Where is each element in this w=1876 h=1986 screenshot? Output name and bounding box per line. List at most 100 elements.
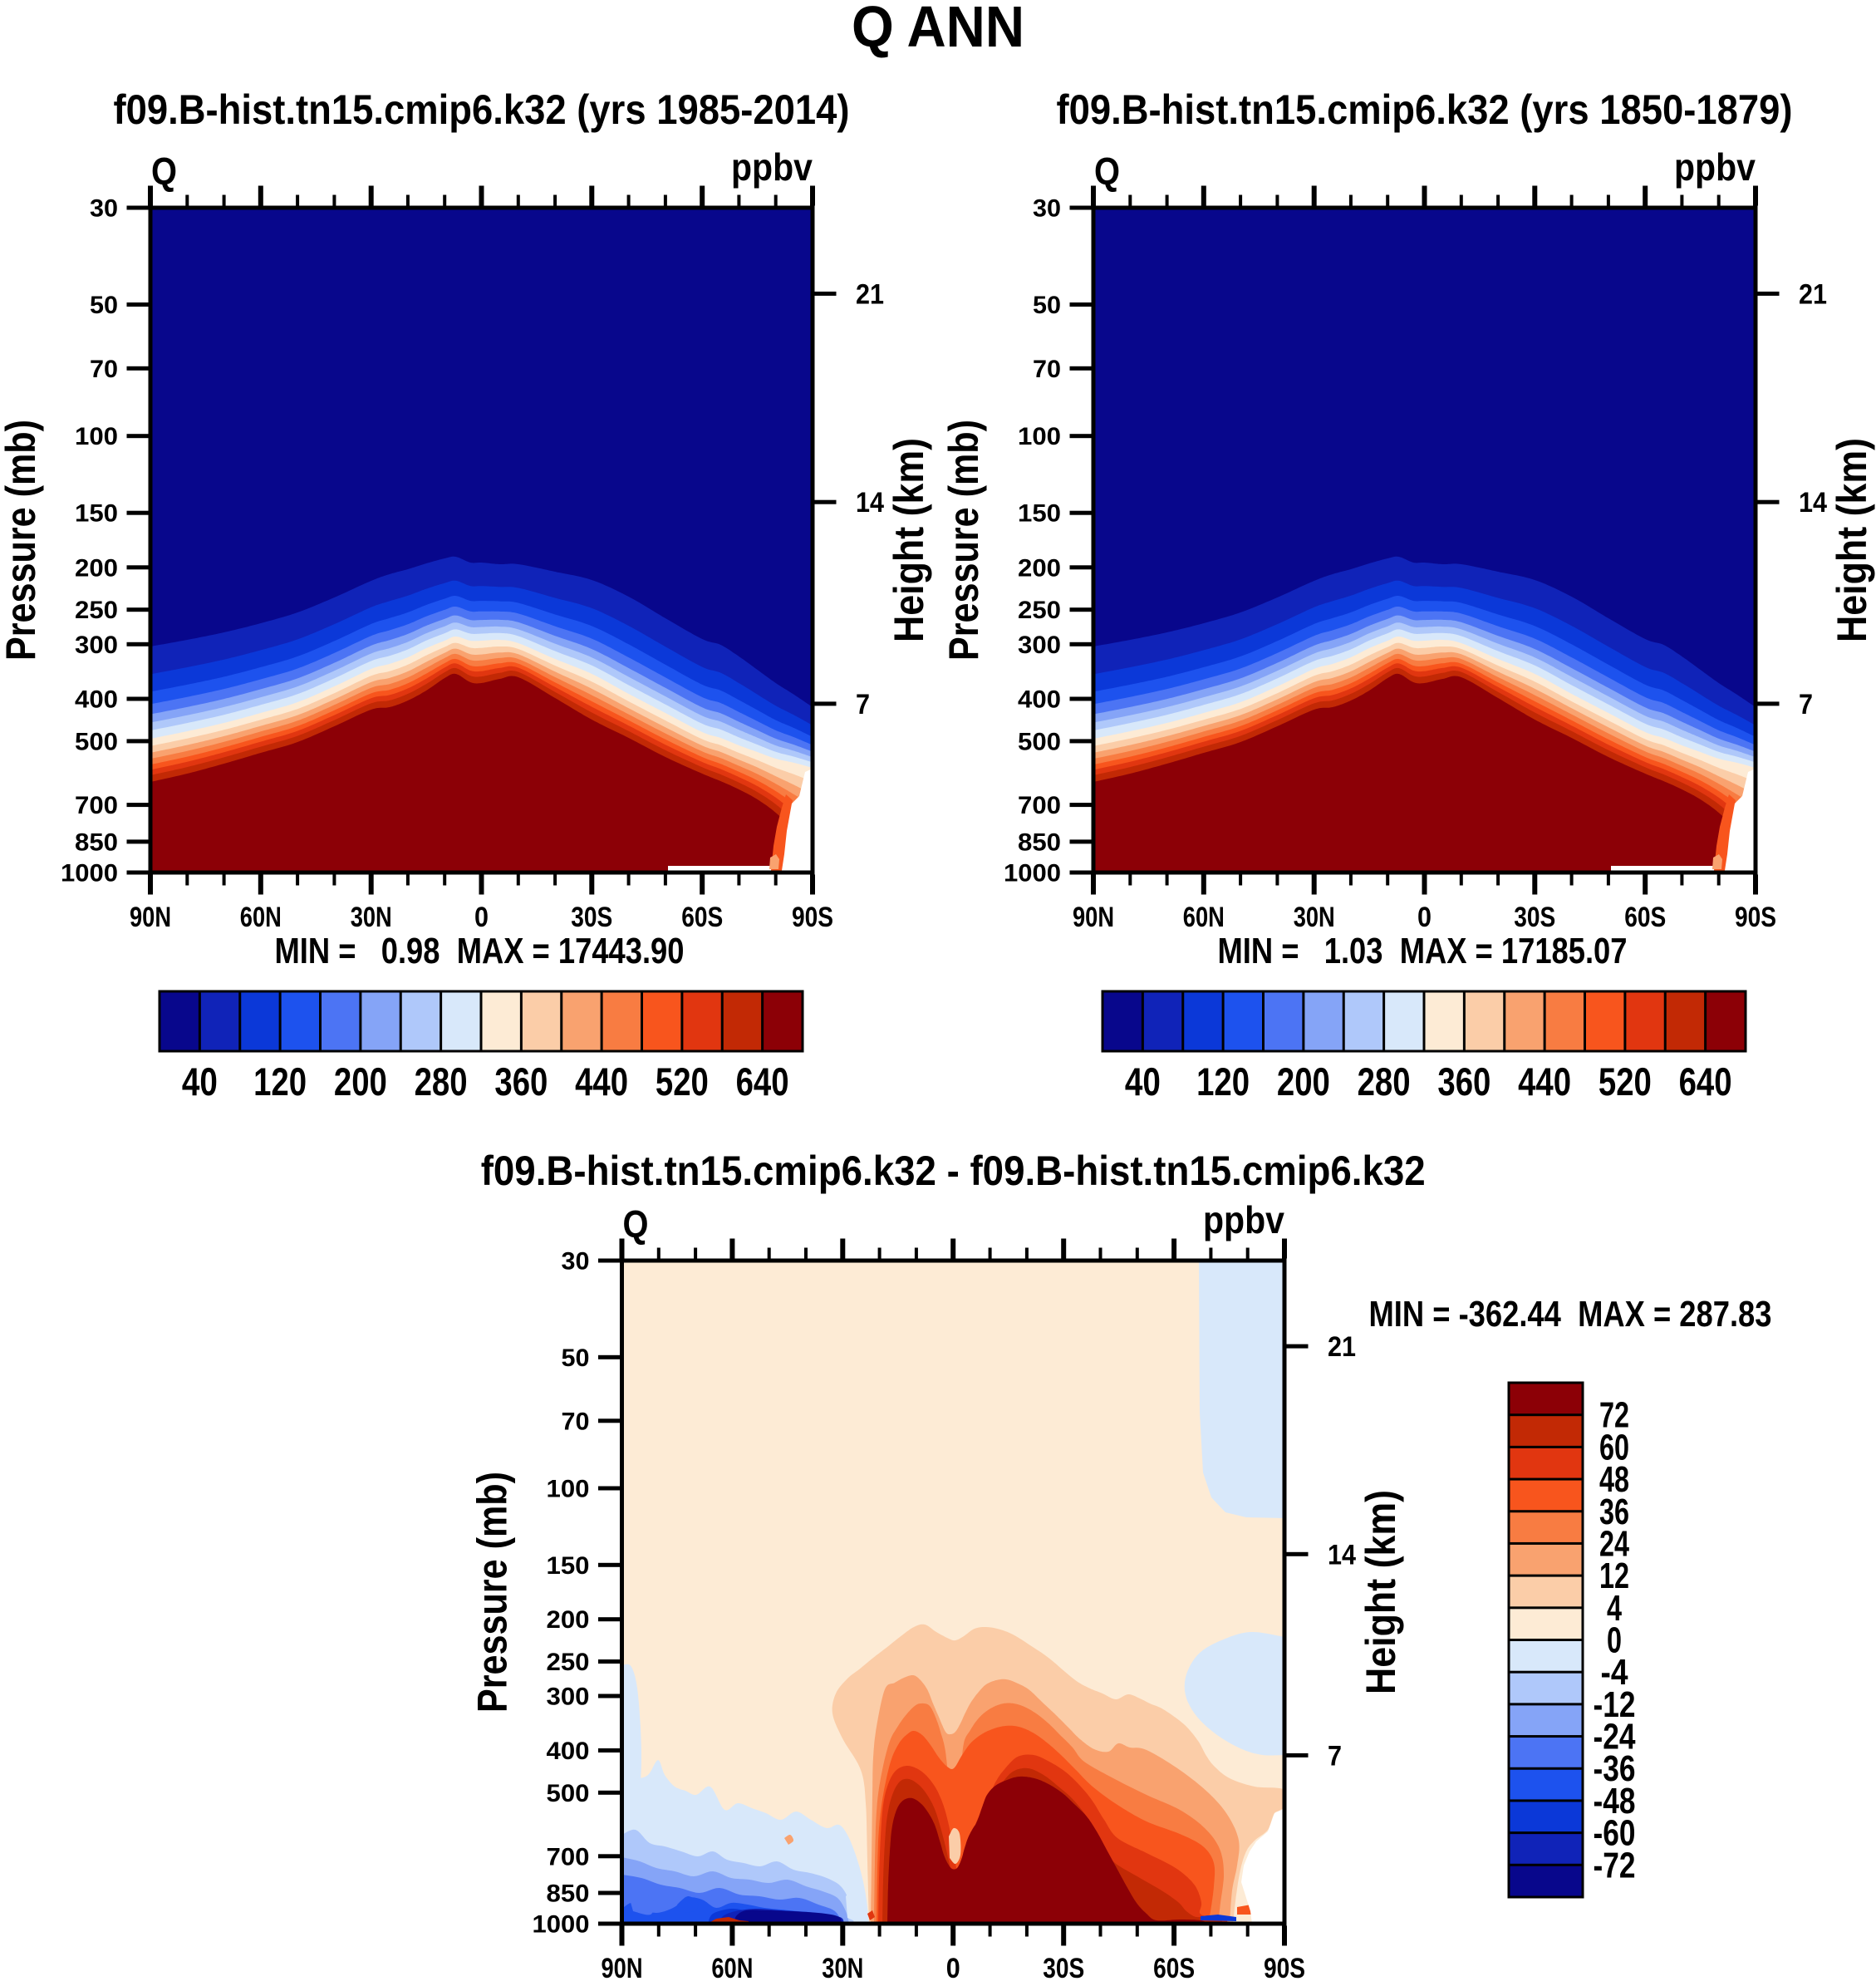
svg-text:850: 850 (75, 828, 118, 856)
svg-text:ppbv: ppbv (731, 145, 813, 189)
svg-text:Pressure (mb): Pressure (mb) (0, 420, 44, 661)
svg-text:7: 7 (1328, 1740, 1342, 1772)
svg-text:ppbv: ppbv (1674, 145, 1756, 189)
svg-text:640: 640 (1679, 1059, 1732, 1104)
svg-text:14: 14 (1799, 487, 1827, 519)
svg-text:200: 200 (547, 1606, 590, 1634)
svg-text:440: 440 (1518, 1059, 1571, 1104)
svg-text:0: 0 (1607, 1620, 1622, 1661)
svg-text:200: 200 (1277, 1059, 1330, 1104)
svg-text:200: 200 (334, 1059, 387, 1104)
svg-text:30S: 30S (571, 902, 612, 933)
svg-text:-72: -72 (1594, 1845, 1636, 1885)
svg-text:90N: 90N (1073, 902, 1114, 933)
svg-text:440: 440 (575, 1059, 628, 1104)
svg-text:30N: 30N (351, 902, 392, 933)
svg-text:0: 0 (1417, 902, 1432, 933)
svg-text:f09.B-hist.tn15.cmip6.k32 (yrs: f09.B-hist.tn15.cmip6.k32 (yrs 1850-1879… (1057, 86, 1793, 133)
svg-text:250: 250 (1018, 597, 1061, 624)
svg-text:40: 40 (1125, 1059, 1161, 1104)
svg-text:Pressure (mb): Pressure (mb) (469, 1472, 516, 1713)
svg-text:ppbv: ppbv (1203, 1198, 1284, 1241)
svg-text:200: 200 (1018, 554, 1061, 582)
svg-text:Q: Q (623, 1202, 649, 1246)
svg-text:60N: 60N (240, 902, 282, 933)
svg-text:f09.B-hist.tn15.cmip6.k32 - f0: f09.B-hist.tn15.cmip6.k32 - f09.B-hist.t… (481, 1148, 1426, 1194)
svg-text:48: 48 (1599, 1459, 1629, 1500)
svg-text:360: 360 (1437, 1059, 1490, 1104)
svg-text:150: 150 (75, 500, 118, 528)
svg-text:-4: -4 (1601, 1652, 1628, 1693)
svg-text:30S: 30S (1043, 1953, 1084, 1982)
svg-text:21: 21 (1799, 278, 1827, 310)
svg-text:60N: 60N (711, 1953, 753, 1982)
svg-text:400: 400 (75, 686, 118, 714)
svg-text:500: 500 (75, 728, 118, 755)
svg-text:250: 250 (547, 1649, 590, 1676)
svg-text:120: 120 (1196, 1059, 1250, 1104)
svg-text:360: 360 (494, 1059, 548, 1104)
svg-text:700: 700 (547, 1843, 590, 1870)
svg-text:-60: -60 (1594, 1813, 1636, 1854)
svg-text:60S: 60S (1624, 902, 1666, 933)
svg-text:Pressure (mb): Pressure (mb) (940, 420, 987, 661)
svg-text:36: 36 (1599, 1492, 1629, 1532)
svg-text:1000: 1000 (533, 1911, 590, 1939)
svg-text:MIN = -362.44 MAX = 287.83: MIN = -362.44 MAX = 287.83 (1369, 1294, 1772, 1335)
svg-text:90N: 90N (130, 902, 171, 933)
svg-text:100: 100 (1018, 423, 1061, 450)
svg-text:40: 40 (182, 1059, 218, 1104)
svg-text:7: 7 (1799, 689, 1813, 720)
svg-text:200: 200 (75, 554, 118, 582)
svg-text:-12: -12 (1594, 1684, 1636, 1725)
svg-text:21: 21 (856, 278, 884, 310)
svg-text:520: 520 (656, 1059, 709, 1104)
svg-text:30S: 30S (1514, 902, 1555, 933)
svg-text:700: 700 (75, 792, 118, 819)
svg-text:30: 30 (90, 195, 118, 223)
svg-text:280: 280 (1358, 1059, 1411, 1104)
svg-text:90S: 90S (1735, 902, 1776, 933)
svg-text:500: 500 (547, 1780, 590, 1807)
svg-text:250: 250 (75, 597, 118, 624)
svg-text:1000: 1000 (61, 860, 118, 887)
svg-text:Height (km): Height (km) (886, 438, 932, 642)
svg-text:120: 120 (253, 1059, 307, 1104)
svg-text:70: 70 (90, 356, 118, 383)
svg-text:7: 7 (856, 689, 870, 720)
svg-text:30N: 30N (822, 1953, 863, 1982)
svg-text:30N: 30N (1294, 902, 1335, 933)
svg-text:100: 100 (547, 1476, 590, 1503)
svg-text:90S: 90S (792, 902, 833, 933)
svg-text:MIN = 0.98 MAX = 17443.90: MIN = 0.98 MAX = 17443.90 (275, 931, 685, 971)
svg-text:850: 850 (1018, 828, 1061, 856)
svg-text:150: 150 (1018, 500, 1061, 528)
svg-text:90N: 90N (602, 1953, 643, 1982)
svg-text:30: 30 (562, 1248, 590, 1276)
svg-text:100: 100 (75, 423, 118, 450)
svg-text:50: 50 (562, 1344, 590, 1372)
svg-text:640: 640 (736, 1059, 789, 1104)
svg-text:72: 72 (1599, 1395, 1629, 1436)
svg-text:50: 50 (90, 292, 118, 319)
svg-text:400: 400 (1018, 686, 1061, 714)
svg-text:14: 14 (856, 487, 884, 519)
svg-text:300: 300 (1018, 632, 1061, 659)
svg-text:70: 70 (1033, 356, 1061, 383)
svg-text:30: 30 (1033, 195, 1061, 223)
svg-text:50: 50 (1033, 292, 1061, 319)
svg-text:60S: 60S (1153, 1953, 1195, 1982)
svg-text:0: 0 (946, 1953, 960, 1982)
svg-text:21: 21 (1328, 1331, 1356, 1363)
svg-text:f09.B-hist.tn15.cmip6.k32 (yrs: f09.B-hist.tn15.cmip6.k32 (yrs 1985-2014… (114, 86, 850, 133)
svg-text:400: 400 (547, 1738, 590, 1765)
svg-text:850: 850 (547, 1880, 590, 1908)
svg-text:60: 60 (1599, 1427, 1629, 1467)
svg-text:1000: 1000 (1004, 860, 1061, 887)
svg-text:Q: Q (151, 150, 177, 193)
svg-text:280: 280 (415, 1059, 468, 1104)
svg-text:-36: -36 (1594, 1748, 1636, 1789)
svg-text:70: 70 (562, 1408, 590, 1435)
svg-text:-24: -24 (1594, 1717, 1636, 1757)
svg-text:500: 500 (1018, 728, 1061, 755)
